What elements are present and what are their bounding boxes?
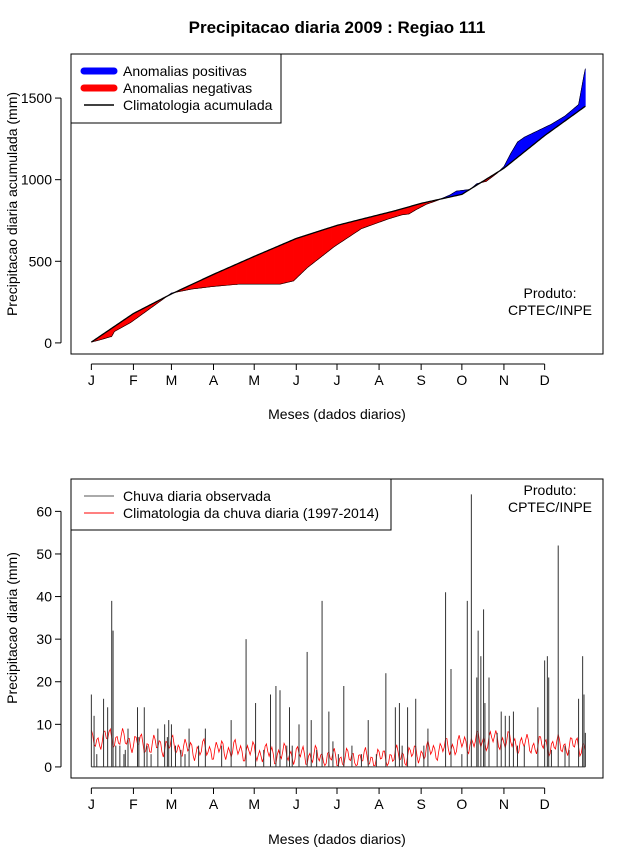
line-group <box>90 68 586 343</box>
bottom-panel: 0 10 20 30 40 50 60 J F M A M J J A S O N D Precipitacao … <box>4 478 604 847</box>
y-tick-label-bottom: 30 <box>36 631 52 647</box>
y-tick-label-top: 1500 <box>21 90 52 106</box>
top-panel: 0 500 1000 1500 J F M A M J J A S O N D Precipitacao d… <box>4 53 604 422</box>
x-tick-label-bottom: A <box>374 796 384 812</box>
bottom-y-axis-label: Precipitacao diaria (mm) <box>4 552 20 704</box>
legend-label-observed: Chuva diaria observada <box>123 488 271 504</box>
y-tick-label-bottom: 10 <box>36 716 52 732</box>
y-tick-label-bottom: 50 <box>36 546 52 562</box>
x-tick-label-top: S <box>416 372 425 388</box>
legend-label-climatology-line: Climatologia acumulada <box>123 97 273 113</box>
top-y-axis-label: Precipitacao diaria acumulada (mm) <box>4 92 20 316</box>
x-tick-label-bottom: M <box>248 796 260 812</box>
legend-label-positive: Anomalias positivas <box>123 63 247 79</box>
top-annotation-line1: Produto: <box>524 285 577 301</box>
climatology-cumulative-line <box>90 105 586 343</box>
x-tick-label-bottom: S <box>416 796 425 812</box>
top-legend: Anomalias positivas Anomalias negativas … <box>70 53 282 124</box>
x-tick-label-bottom: F <box>129 796 138 812</box>
x-tick-label-top: N <box>499 372 509 388</box>
bottom-legend: Chuva diaria observada Climatologia da c… <box>70 478 392 531</box>
x-tick-label-top: A <box>374 372 384 388</box>
legend-label-negative: Anomalias negativas <box>123 80 252 96</box>
x-tick-label-bottom: M <box>166 796 178 812</box>
top-x-axis-label: Meses (dados diarios) <box>268 406 406 422</box>
y-tick-label-top: 0 <box>44 335 52 351</box>
y-tick-label-top: 1000 <box>21 172 52 188</box>
x-tick-label-bottom: O <box>456 796 467 812</box>
x-tick-label-top: O <box>456 372 467 388</box>
top-annotation-line2: CPTEC/INPE <box>508 302 592 318</box>
x-tick-label-bottom: A <box>209 796 219 812</box>
x-tick-label-top: M <box>166 372 178 388</box>
top-plot-frame <box>70 53 604 355</box>
observed-bars-group <box>90 494 586 768</box>
chart-title: Precipitacao diaria 2009 : Regiao 111 <box>189 18 486 37</box>
y-tick-label-bottom: 0 <box>44 759 52 775</box>
y-tick-label-bottom: 40 <box>36 589 52 605</box>
y-tick-label-top: 500 <box>29 253 53 269</box>
y-axis-top: 0 500 1000 1500 <box>21 90 62 351</box>
x-tick-label-top: A <box>209 372 219 388</box>
bottom-annotation-line1: Produto: <box>524 482 577 498</box>
x-tick-label-top: M <box>248 372 260 388</box>
x-tick-label-bottom: D <box>540 796 550 812</box>
x-tick-label-bottom: J <box>293 796 300 812</box>
x-tick-label-top: D <box>540 372 550 388</box>
x-tick-label-top: F <box>129 372 138 388</box>
x-tick-label-bottom: J <box>334 796 341 812</box>
bottom-legend-box <box>70 478 392 531</box>
y-axis-bottom: 0 10 20 30 40 50 60 <box>36 503 62 775</box>
bottom-x-axis-label: Meses (dados diarios) <box>268 831 406 847</box>
bottom-annotation-line2: CPTEC/INPE <box>508 499 592 515</box>
x-tick-label-top: J <box>334 372 341 388</box>
x-tick-label-bottom: N <box>499 796 509 812</box>
y-tick-label-bottom: 60 <box>36 503 52 519</box>
x-tick-label-top: J <box>88 372 95 388</box>
legend-label-climatology: Climatologia da chuva diaria (1997-2014) <box>123 505 379 521</box>
x-tick-label-bottom: J <box>88 796 95 812</box>
y-tick-label-bottom: 20 <box>36 674 52 690</box>
x-tick-label-top: J <box>293 372 300 388</box>
